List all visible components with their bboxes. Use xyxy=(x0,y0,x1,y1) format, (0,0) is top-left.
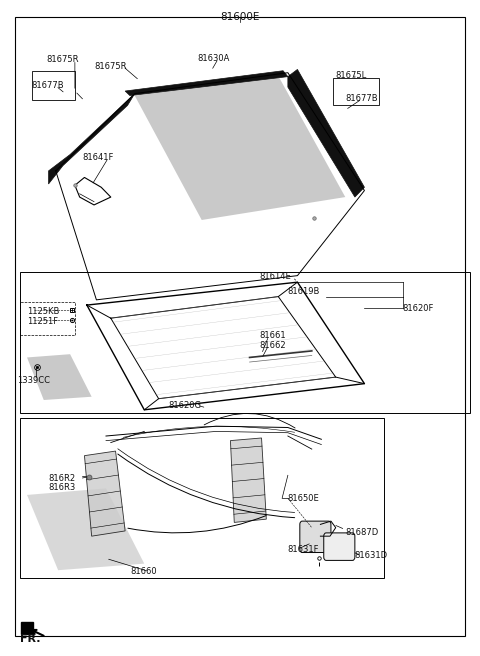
Polygon shape xyxy=(27,488,144,570)
Text: 81631D: 81631D xyxy=(355,551,388,560)
FancyBboxPatch shape xyxy=(324,533,355,560)
Text: 81641F: 81641F xyxy=(82,154,113,162)
Text: 11251F: 11251F xyxy=(27,317,58,326)
Text: 81677B: 81677B xyxy=(345,94,378,104)
Text: 81650E: 81650E xyxy=(288,494,320,502)
Text: 1339CC: 1339CC xyxy=(17,376,50,385)
Polygon shape xyxy=(125,71,288,96)
Text: 81675L: 81675L xyxy=(336,72,367,81)
FancyBboxPatch shape xyxy=(300,521,331,552)
Text: 81620G: 81620G xyxy=(168,401,201,410)
Polygon shape xyxy=(27,354,92,400)
Text: 81687D: 81687D xyxy=(345,527,379,537)
Text: 816R3: 816R3 xyxy=(48,483,76,492)
Bar xyxy=(20,418,384,578)
Text: 81675R: 81675R xyxy=(46,55,79,64)
Text: 81619B: 81619B xyxy=(288,287,320,297)
Text: 81630A: 81630A xyxy=(197,54,229,63)
Bar xyxy=(20,272,470,413)
Bar xyxy=(333,78,379,106)
Text: 81675R: 81675R xyxy=(94,62,127,71)
Polygon shape xyxy=(288,70,364,197)
Text: 81662: 81662 xyxy=(259,340,286,350)
Text: 1125KB: 1125KB xyxy=(27,307,60,316)
Text: 81660: 81660 xyxy=(130,567,156,576)
Bar xyxy=(32,71,75,100)
Text: 81620F: 81620F xyxy=(403,304,434,313)
Text: 81614E: 81614E xyxy=(259,272,291,281)
Polygon shape xyxy=(230,438,266,522)
Text: 81677B: 81677B xyxy=(32,81,64,91)
Text: 816R2: 816R2 xyxy=(48,474,76,483)
Text: 81661: 81661 xyxy=(259,331,286,340)
Text: FR.: FR. xyxy=(20,634,40,644)
Polygon shape xyxy=(84,451,125,536)
Text: 81631F: 81631F xyxy=(288,544,319,554)
Polygon shape xyxy=(48,94,135,184)
Text: 81600E: 81600E xyxy=(220,12,260,22)
Bar xyxy=(20,302,75,335)
Polygon shape xyxy=(135,76,345,220)
